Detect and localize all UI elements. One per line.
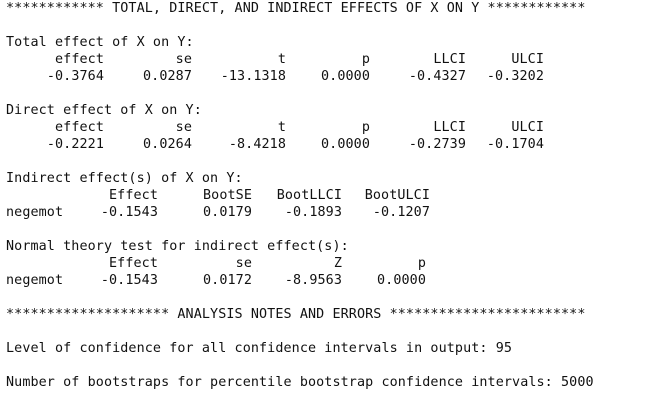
value-p: 0.0000 xyxy=(377,273,426,288)
indirect-effect-header-row: Effect BootSE BootLLCI BootULCI xyxy=(6,187,656,204)
col-header-p: p xyxy=(361,52,370,67)
indirect-effect-title: Indirect effect(s) of X on Y: xyxy=(6,171,243,186)
direct-effect-title: Direct effect of X on Y: xyxy=(6,103,202,118)
value-bootllci: -0.1893 xyxy=(284,205,342,220)
effects-section-banner: ************ TOTAL, DIRECT, AND INDIRECT… xyxy=(6,1,586,16)
col-header-bootse: BootSE xyxy=(203,188,252,203)
col-header-ulci: ULCI xyxy=(511,120,544,135)
value-z: -8.9563 xyxy=(284,273,342,288)
value-effect: -0.1543 xyxy=(100,273,158,288)
col-header-se: se xyxy=(175,52,192,67)
row-label-negemot: negemot xyxy=(6,205,64,220)
bootstrap-count-line: Number of bootstraps for percentile boot… xyxy=(6,375,594,390)
col-header-p: p xyxy=(361,120,370,135)
total-effect-header-row: effect se t p LLCI ULCI xyxy=(6,51,656,68)
direct-effect-header-row: effect se t p LLCI ULCI xyxy=(6,119,656,136)
col-header-se: se xyxy=(235,256,252,271)
value-ulci: -0.1704 xyxy=(486,137,544,152)
direct-effect-values-row: -0.2221 0.0264 -8.4218 0.0000 -0.2739 -0… xyxy=(6,136,656,153)
total-effect-values-row: -0.3764 0.0287 -13.1318 0.0000 -0.4327 -… xyxy=(6,68,656,85)
col-header-effect: Effect xyxy=(109,188,158,203)
value-bootulci: -0.1207 xyxy=(372,205,430,220)
value-p: 0.0000 xyxy=(321,137,370,152)
col-header-effect: effect xyxy=(55,52,104,67)
col-header-bootulci: BootULCI xyxy=(364,188,430,203)
value-se: 0.0287 xyxy=(143,69,192,84)
col-header-z: Z xyxy=(333,256,342,271)
col-header-llci: LLCI xyxy=(433,52,466,67)
value-llci: -0.2739 xyxy=(408,137,466,152)
value-t: -8.4218 xyxy=(228,137,286,152)
value-bootse: 0.0179 xyxy=(203,205,252,220)
value-effect: -0.1543 xyxy=(100,205,158,220)
value-ulci: -0.3202 xyxy=(486,69,544,84)
col-header-bootllci: BootLLCI xyxy=(276,188,342,203)
col-header-se: se xyxy=(175,120,192,135)
value-se: 0.0172 xyxy=(203,273,252,288)
spss-process-output: ************ TOTAL, DIRECT, AND INDIRECT… xyxy=(6,0,656,391)
normal-theory-values-row: negemot -0.1543 0.0172 -8.9563 0.0000 xyxy=(6,272,656,289)
notes-section-banner: ******************** ANALYSIS NOTES AND … xyxy=(6,307,586,322)
col-header-effect: effect xyxy=(55,120,104,135)
value-llci: -0.4327 xyxy=(408,69,466,84)
col-header-effect: Effect xyxy=(109,256,158,271)
normal-theory-header-row: Effect se Z p xyxy=(6,255,656,272)
value-p: 0.0000 xyxy=(321,69,370,84)
col-header-t: t xyxy=(277,120,286,135)
normal-theory-title: Normal theory test for indirect effect(s… xyxy=(6,239,349,254)
confidence-level-line: Level of confidence for all confidence i… xyxy=(6,341,513,356)
indirect-effect-values-row: negemot -0.1543 0.0179 -0.1893 -0.1207 xyxy=(6,204,656,221)
value-se: 0.0264 xyxy=(143,137,192,152)
col-header-t: t xyxy=(277,52,286,67)
col-header-p: p xyxy=(417,256,426,271)
value-effect: -0.3764 xyxy=(46,69,104,84)
total-effect-title: Total effect of X on Y: xyxy=(6,35,194,50)
value-effect: -0.2221 xyxy=(46,137,104,152)
col-header-llci: LLCI xyxy=(433,120,466,135)
row-label-negemot: negemot xyxy=(6,273,64,288)
value-t: -13.1318 xyxy=(220,69,286,84)
col-header-ulci: ULCI xyxy=(511,52,544,67)
